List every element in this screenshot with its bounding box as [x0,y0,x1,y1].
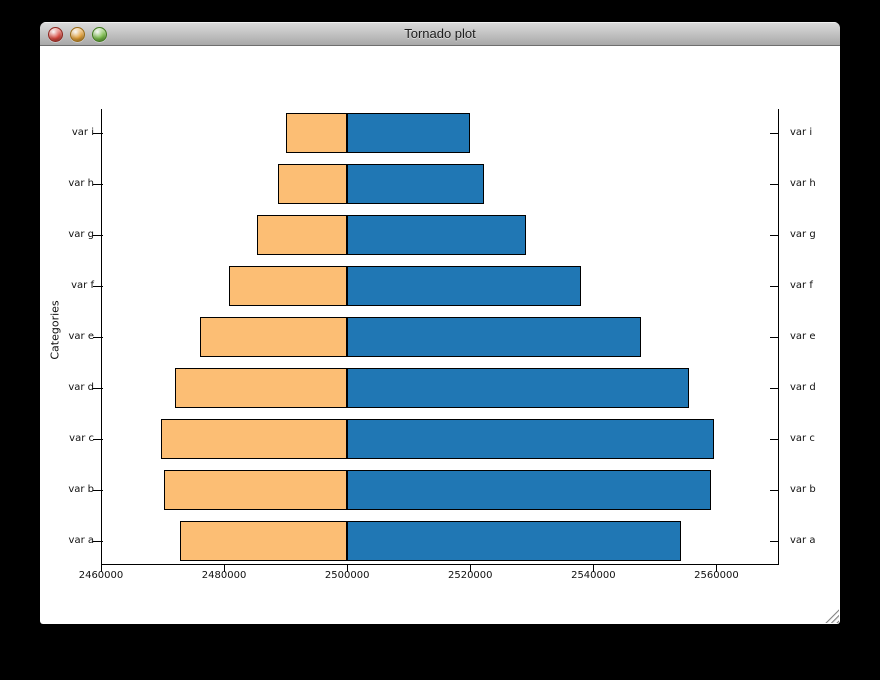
right-category-label: var b [790,484,816,495]
high-bar-segment [347,164,484,204]
left-category-label: var i [71,127,94,138]
right-axis-tick [770,489,779,491]
x-axis-tick [223,564,225,572]
left-axis-tick [93,336,103,338]
right-axis-tick [770,438,779,440]
low-bar-segment [161,419,348,459]
high-bar-segment [347,317,642,357]
left-category-label: var e [68,331,95,342]
left-axis-tick [93,540,103,542]
right-axis-tick [770,540,779,542]
right-category-label: var i [790,127,813,138]
right-axis-tick [770,234,779,236]
high-bar-segment [347,521,682,561]
zoom-button[interactable] [92,27,107,42]
low-bar-segment [277,164,348,204]
figure-canvas: Categories 2460000 2480000 2500000 2520000 2… [40,46,840,624]
low-bar-segment [229,266,348,306]
right-axis-tick [770,285,779,287]
right-category-label: var c [790,433,815,444]
left-axis-tick [93,489,103,491]
x-axis-tick [715,564,717,572]
right-category-label: var a [790,535,816,546]
left-axis-tick [93,387,103,389]
left-category-label: var g [68,229,94,240]
high-bar-segment [347,266,582,306]
right-axis-tick [770,336,779,338]
right-category-label: var e [790,331,816,342]
left-axis-tick [93,234,103,236]
x-axis-tick [100,564,102,572]
high-bar-segment [347,470,711,510]
high-bar-segment [347,419,714,459]
left-category-label: var a [68,535,94,546]
low-bar-segment [175,368,348,408]
x-axis-tick-label: 2500000 [324,570,370,581]
left-axis-tick [93,438,103,440]
low-bar-segment [257,215,348,255]
x-axis-spine [100,564,779,565]
right-axis-tick [770,387,779,389]
right-category-label: var d [790,382,816,393]
x-axis-tick [469,564,471,572]
right-category-label: var f [790,280,813,291]
traffic-lights [48,27,107,42]
x-axis-tick [592,564,594,572]
low-bar-segment [164,470,348,510]
x-axis-tick-label: 2540000 [571,570,616,581]
window: Tornado plot Categories 2460000 2480000 25… [40,22,840,624]
left-category-label: var d [68,382,94,393]
high-bar-segment [347,215,526,255]
close-button[interactable] [48,27,63,42]
window-titlebar[interactable]: Tornado plot [40,22,840,46]
left-axis-tick [93,132,103,134]
left-category-label: var h [68,178,94,189]
x-axis-tick-label: 2520000 [447,570,493,581]
left-category-label: var b [68,484,94,495]
x-axis-tick-label: 2460000 [78,570,124,581]
low-bar-segment [179,521,348,561]
right-category-label: var g [790,229,816,240]
minimize-button[interactable] [70,27,85,42]
left-axis-tick [93,183,103,185]
window-title: Tornado plot [404,26,476,41]
left-category-label: var f [71,280,94,291]
right-axis-tick [770,132,779,134]
high-bar-segment [347,368,689,408]
high-bar-segment [347,113,471,153]
x-axis-tick-label: 2560000 [694,570,739,581]
x-axis-tick-label: 2480000 [201,570,247,581]
right-category-label: var h [790,178,816,189]
tornado-chart: Categories 2460000 2480000 2500000 2520000 2… [40,46,840,624]
low-bar-segment [285,113,348,153]
left-axis-tick [93,285,103,287]
low-bar-segment [200,317,348,357]
left-category-label: var c [69,433,94,444]
x-axis-tick [346,564,348,572]
right-axis-tick [770,183,779,185]
